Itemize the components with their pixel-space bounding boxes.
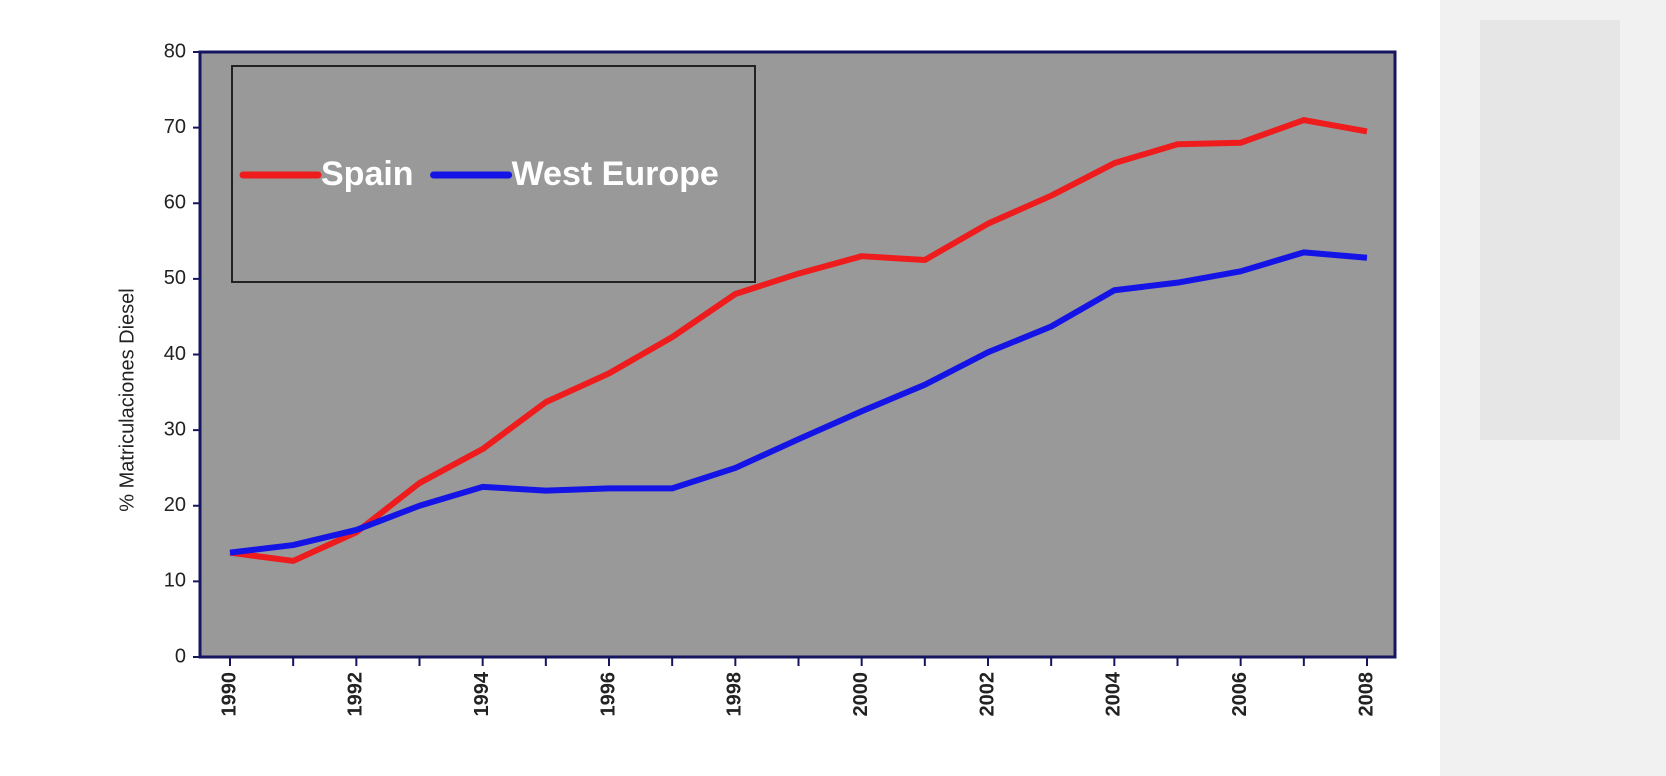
- y-tick-label: 30: [164, 418, 186, 440]
- y-axis-label: % Matriculaciones Diesel: [116, 288, 138, 511]
- y-tick-label: 80: [164, 40, 186, 62]
- x-tick-label: 2002: [976, 672, 998, 717]
- x-tick-label: 1998: [724, 672, 746, 717]
- legend-label: West Europe: [512, 155, 719, 193]
- x-tick-label: 2004: [1103, 671, 1125, 716]
- data-line: [229, 117, 1368, 564]
- x-tick-label: 2008: [1355, 672, 1377, 717]
- legend-label: Spain: [321, 155, 414, 193]
- background-decoration: [1480, 20, 1620, 440]
- x-tick-label: 1994: [471, 671, 493, 716]
- x-tick-label: 2000: [850, 672, 872, 717]
- x-tick-label: 2006: [1229, 672, 1251, 717]
- y-tick-label: 60: [164, 192, 186, 214]
- y-tick-label: 0: [175, 645, 186, 667]
- x-tick-label: 1990: [218, 672, 240, 717]
- y-tick-label: 40: [164, 343, 186, 365]
- y-tick-label: 10: [164, 570, 186, 592]
- data-line: [229, 249, 1368, 556]
- y-tick-label: 70: [164, 116, 186, 138]
- legend-box: [231, 65, 756, 283]
- x-tick-label: 1996: [597, 672, 619, 717]
- x-tick-label: 1992: [345, 672, 367, 717]
- y-tick-label: 50: [164, 267, 186, 289]
- plot-area: [198, 50, 1397, 659]
- y-tick-label: 20: [164, 494, 186, 516]
